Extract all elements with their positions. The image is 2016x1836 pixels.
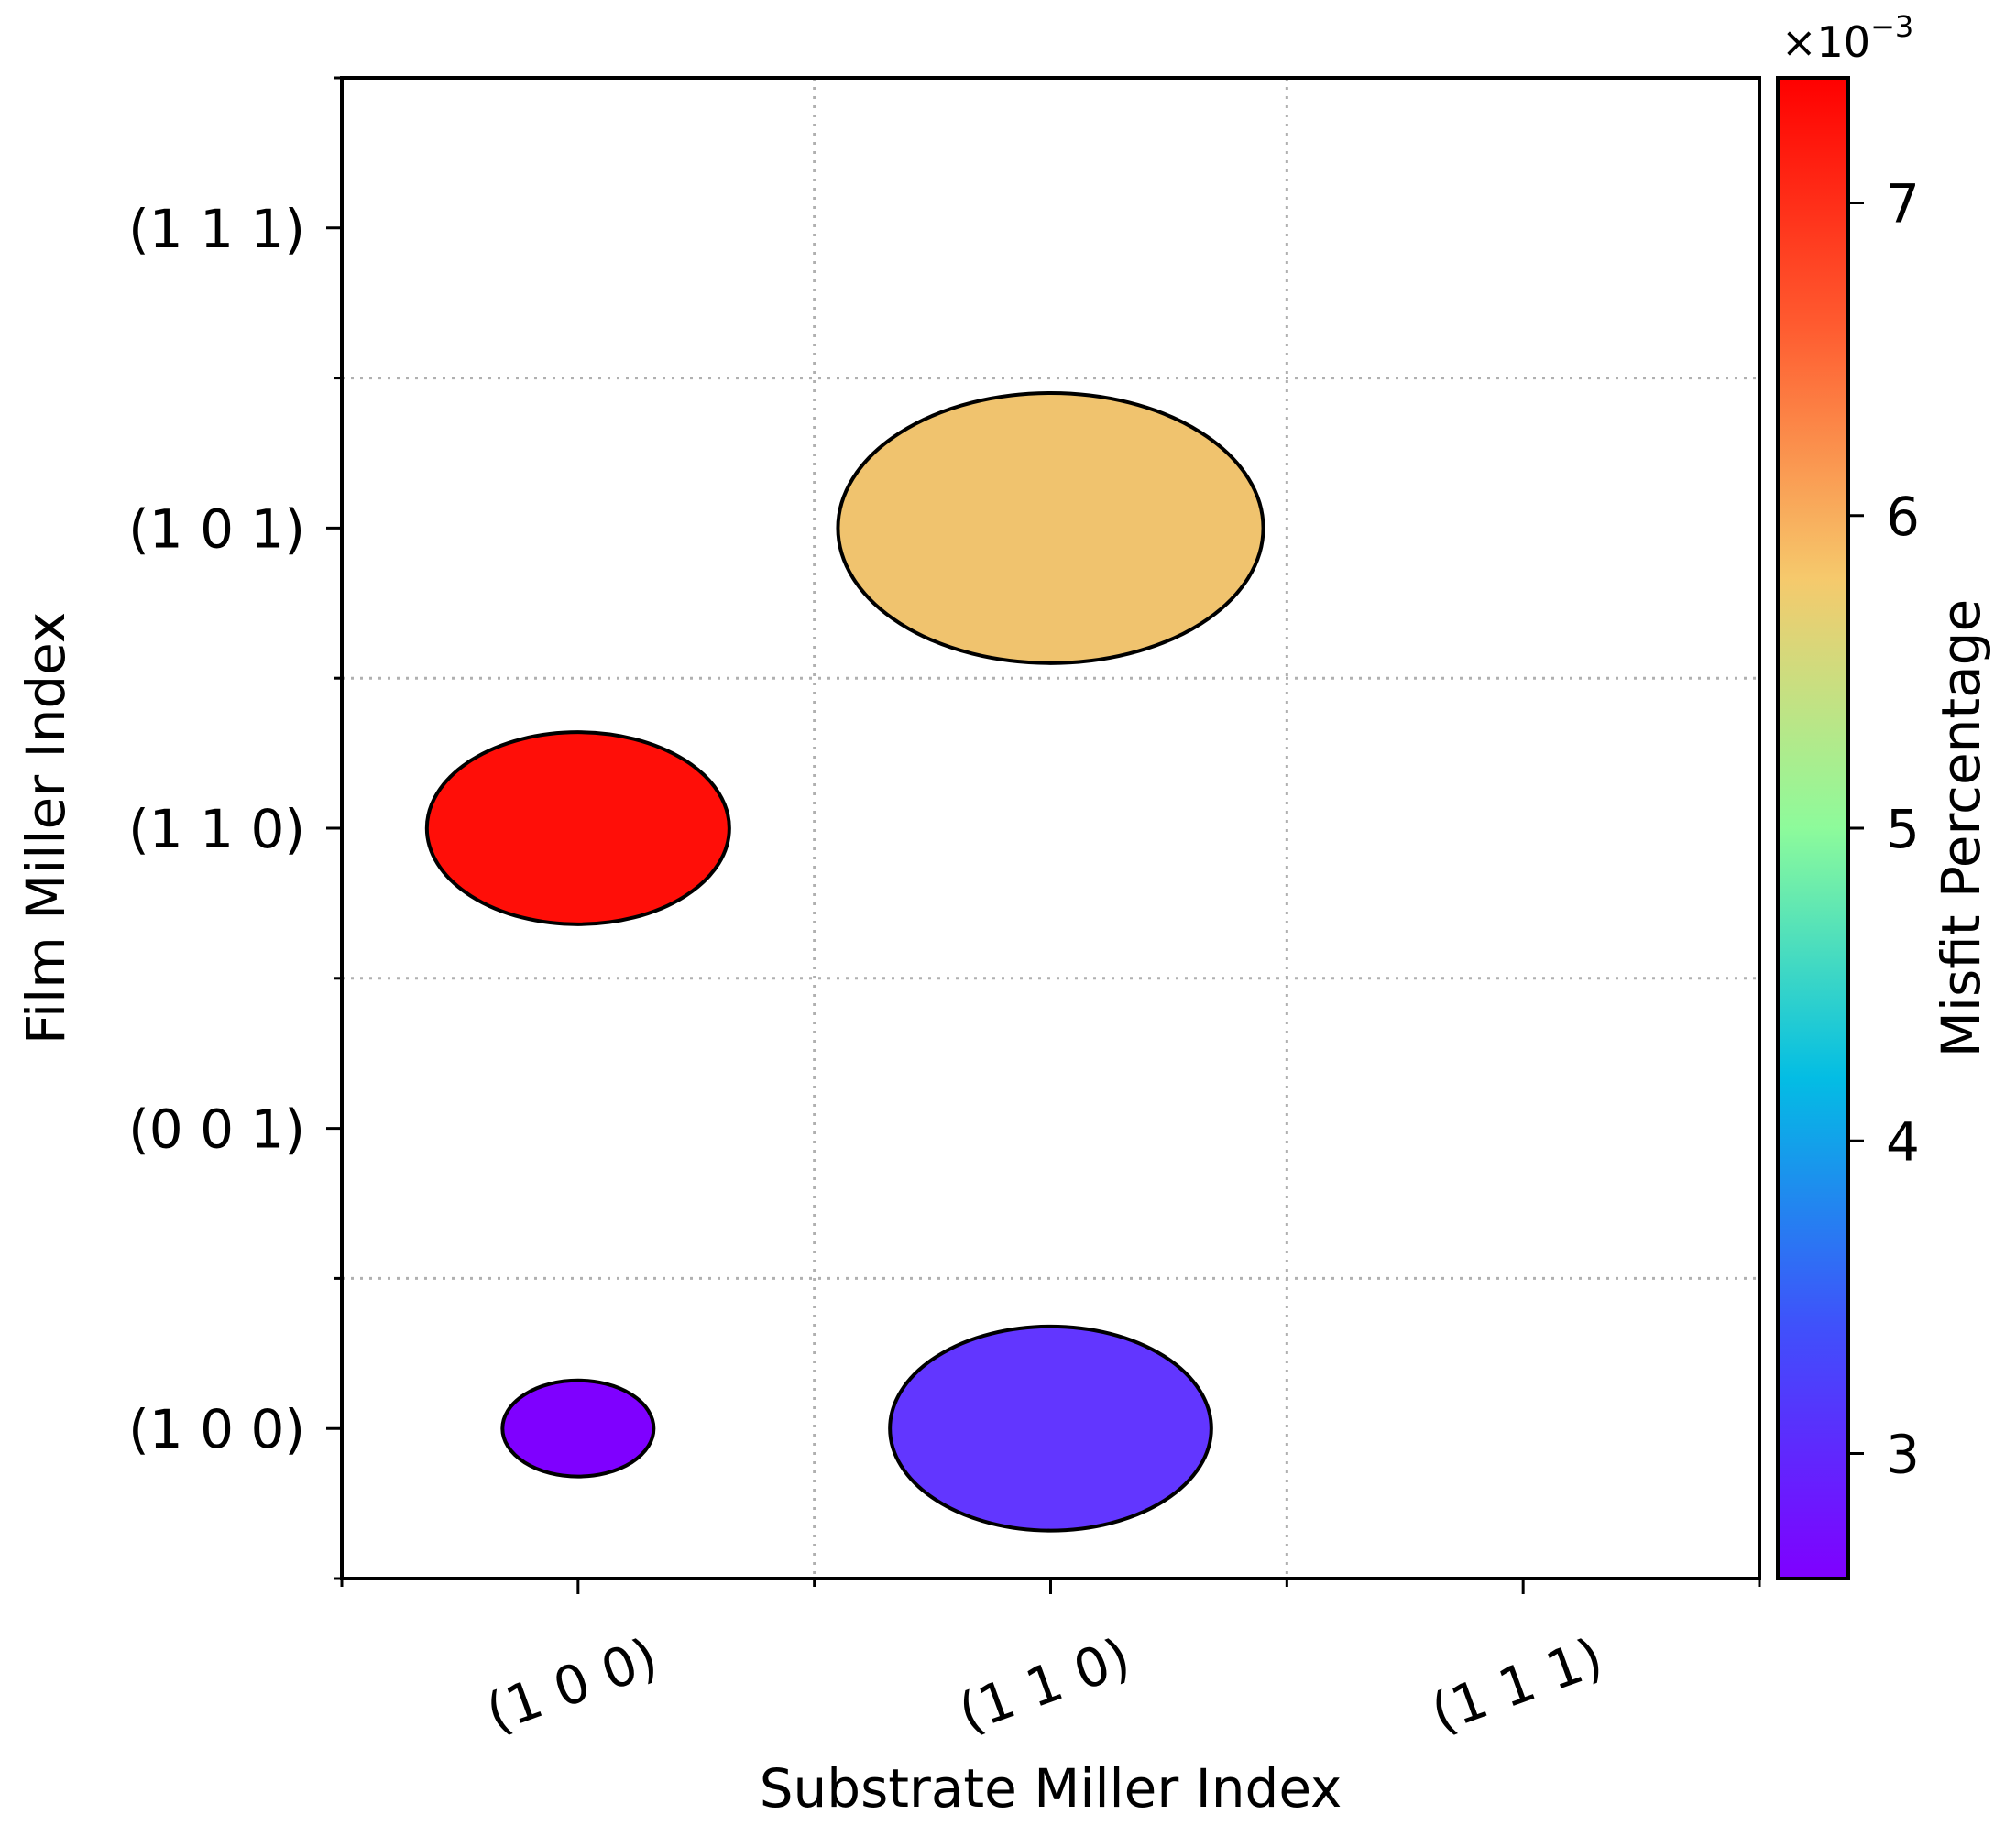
data-point — [500, 1378, 656, 1479]
axes: (1 0 0) (1 1 0) (1 1 1) (1 0 0) (0 0 1) (1 1 … — [15, 76, 1761, 1820]
x-axis-label: Substrate Miller Index — [760, 1757, 1342, 1820]
colorbar-tick-label: 5 — [1886, 798, 1920, 860]
data-point — [836, 390, 1265, 665]
colorbar-tick-label: 3 — [1886, 1424, 1920, 1486]
colorbar-multiplier-exponent: −3 — [1870, 9, 1913, 44]
x-tick-label: (1 0 0) — [478, 1625, 665, 1744]
colorbar-label: Misfit Percentage — [1930, 599, 1992, 1057]
x-tick-label: (1 1 1) — [1423, 1625, 1610, 1744]
colorbar-multiplier: ×10−3 — [1781, 9, 1913, 67]
y-tick-label: (1 0 1) — [128, 497, 305, 560]
y-tick-label: (0 0 1) — [128, 1098, 305, 1161]
data-points — [424, 390, 1265, 1533]
grid-lines — [342, 78, 1759, 1579]
y-axis-label: Film Miller Index — [15, 612, 77, 1044]
colorbar-tick-label: 4 — [1886, 1110, 1920, 1173]
data-point — [888, 1324, 1213, 1533]
y-tick-label: (1 1 1) — [128, 198, 305, 260]
colorbar-tick-label: 7 — [1886, 173, 1920, 235]
y-tick-label: (1 1 0) — [128, 798, 305, 860]
colorbar-bar — [1776, 76, 1850, 1580]
colorbar-tick-label: 6 — [1886, 486, 1920, 548]
y-tick-label: (1 0 0) — [128, 1398, 305, 1460]
colorbar: 3 4 5 6 7 ×10−3 Misfit Percentage — [1776, 9, 1992, 1580]
x-tick-label: (1 1 0) — [950, 1625, 1137, 1744]
colorbar-multiplier-base: ×10 — [1781, 17, 1870, 67]
data-point — [424, 730, 731, 926]
